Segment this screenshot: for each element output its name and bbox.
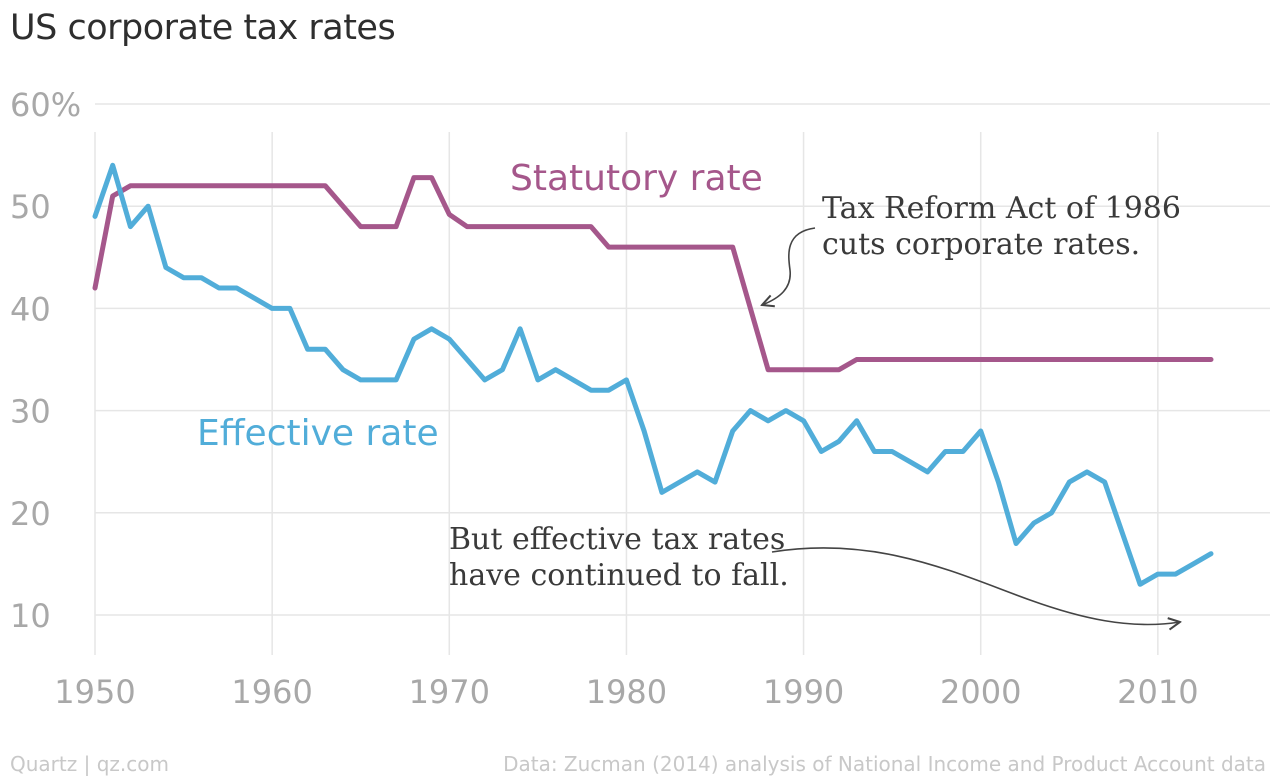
y-tick-label: 50 — [10, 188, 51, 226]
x-tick-label: 1990 — [763, 673, 844, 711]
y-axis-ticks: 60% 50 40 30 20 10 — [10, 86, 81, 635]
x-tick-label: 1960 — [231, 673, 312, 711]
series-lines — [92, 162, 1214, 587]
y-tick-label: 20 — [10, 495, 51, 533]
series-line-effective-rate — [92, 162, 1214, 587]
y-tick-label: 40 — [10, 290, 51, 328]
series-label-statutory: Statutory rate — [510, 158, 763, 199]
x-tick-label: 1980 — [586, 673, 667, 711]
chart-title: US corporate tax rates — [10, 8, 396, 48]
annotation-tax-reform-line-1: Tax Reform Act of 1986 — [822, 191, 1181, 226]
annotation-tax-reform-line-2: cuts corporate rates. — [822, 227, 1140, 262]
x-tick-label: 2000 — [940, 673, 1021, 711]
annotation-tax-reform: Tax Reform Act of 1986 cuts corporate ra… — [762, 191, 1181, 305]
annotation-effective-line-1: But effective tax rates — [449, 522, 785, 557]
y-tick-label: 60% — [10, 86, 81, 124]
annotation-effective-arrow — [771, 547, 1180, 625]
footer-brand: Quartz | qz.com — [10, 752, 169, 776]
annotation-effective-line-2: have continued to fall. — [449, 558, 789, 593]
footer-data-source: Data: Zucman (2014) analysis of National… — [503, 752, 1266, 776]
series-label-effective: Effective rate — [197, 413, 439, 454]
x-tick-label: 1950 — [54, 673, 135, 711]
x-tick-label: 1970 — [409, 673, 490, 711]
y-tick-label: 30 — [10, 393, 51, 431]
x-axis-ticks: 1950 1960 1970 1980 1990 2000 2010 — [54, 673, 1198, 711]
annotation-effective-falling: But effective tax rates have continued t… — [449, 522, 1180, 625]
y-tick-label: 10 — [10, 597, 51, 635]
x-tick-label: 2010 — [1117, 673, 1198, 711]
annotation-tax-reform-arrow — [762, 227, 816, 305]
series-line-statutory-rate — [92, 175, 1214, 373]
